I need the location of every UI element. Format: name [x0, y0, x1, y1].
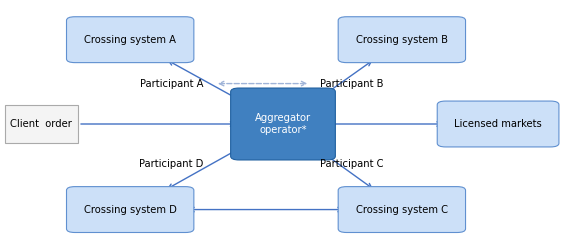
Text: Participant B: Participant B: [320, 79, 383, 89]
Text: Crossing system C: Crossing system C: [356, 205, 448, 215]
Text: Crossing system A: Crossing system A: [84, 35, 176, 45]
Text: Aggregator
operator*: Aggregator operator*: [255, 113, 311, 135]
FancyBboxPatch shape: [5, 105, 78, 143]
Text: Crossing system D: Crossing system D: [84, 205, 177, 215]
FancyBboxPatch shape: [437, 101, 559, 147]
FancyBboxPatch shape: [338, 186, 465, 233]
FancyBboxPatch shape: [231, 88, 335, 160]
Text: Client  order: Client order: [10, 119, 72, 129]
FancyBboxPatch shape: [338, 17, 465, 63]
FancyBboxPatch shape: [67, 186, 194, 233]
Text: Participant C: Participant C: [320, 159, 383, 169]
Text: Licensed markets: Licensed markets: [454, 119, 542, 129]
FancyBboxPatch shape: [67, 17, 194, 63]
Text: Participant D: Participant D: [139, 159, 204, 169]
Text: Crossing system B: Crossing system B: [356, 35, 448, 45]
Text: Participant A: Participant A: [140, 79, 204, 89]
